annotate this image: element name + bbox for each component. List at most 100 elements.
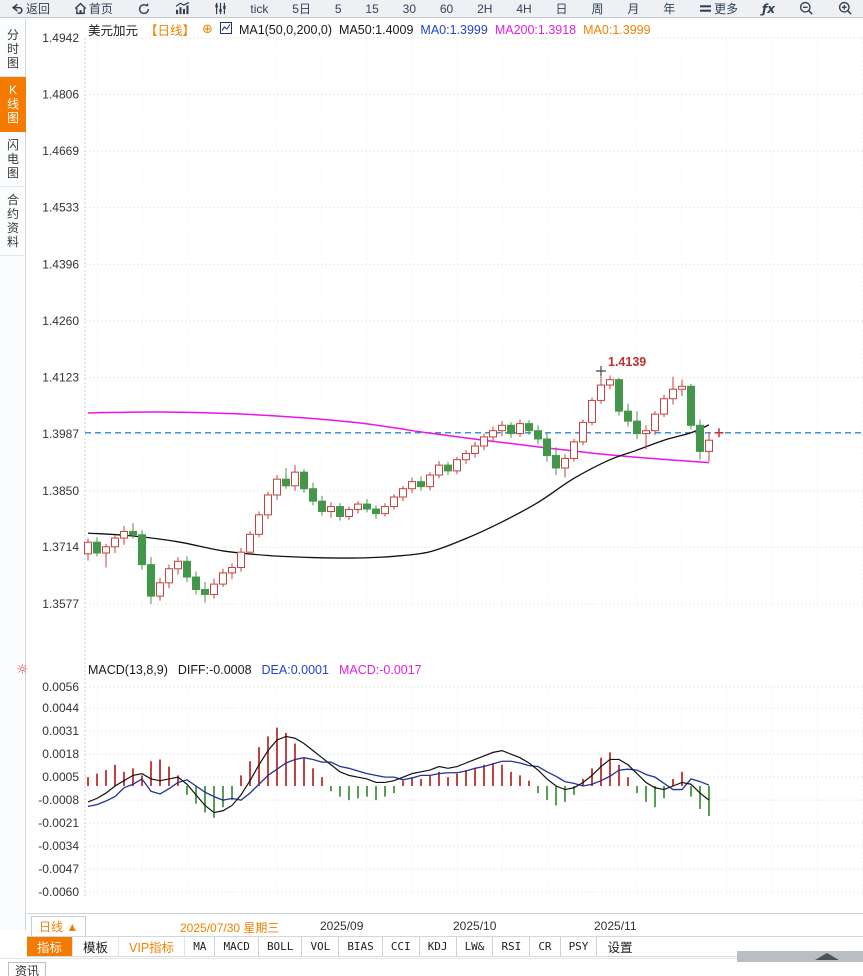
- macd-diff-value: DIFF:-0.0008: [177, 663, 252, 677]
- toolbar-period-month-button[interactable]: 月: [627, 0, 639, 18]
- toolbar-refresh-icon[interactable]: [137, 0, 151, 18]
- toolbar-label: 月: [627, 2, 640, 16]
- toolbar-period-tick-button[interactable]: tick: [250, 0, 268, 18]
- macd-panel: [87, 727, 710, 818]
- svg-text:1.4139: 1.4139: [608, 355, 646, 369]
- svg-text:0.0005: 0.0005: [42, 770, 79, 784]
- sidebar: 分时图 K线图闪电图合约资料: [0, 19, 26, 930]
- bottom-tab-VIP指标[interactable]: VIP指标: [119, 937, 186, 956]
- toolbar-more-button[interactable]: 更多: [699, 0, 738, 18]
- macd-dea-value: DEA:0.0001: [261, 663, 329, 677]
- indicator-button-cci[interactable]: CCI: [383, 937, 420, 956]
- sidebar-tab-label: K线图: [6, 83, 19, 125]
- svg-text:0.0044: 0.0044: [42, 701, 79, 715]
- toolbar-label: 5日: [292, 2, 311, 16]
- bottom-tab-模板[interactable]: 模板: [73, 937, 120, 956]
- indicator-button-psy[interactable]: PSY: [561, 937, 598, 956]
- toolbar-label: 5: [334, 1, 342, 16]
- toolbar-label: 年: [663, 2, 676, 16]
- ma200-value: MA200:1.3918: [494, 22, 577, 37]
- toolbar-chart-settings-icon[interactable]: [214, 0, 227, 18]
- high-annotation: 1.4139: [596, 355, 646, 376]
- macd-settings-icon[interactable]: ☼: [16, 662, 29, 678]
- svg-text:1.4123: 1.4123: [42, 371, 79, 385]
- macd-macd-value: MACD:-0.0017: [338, 663, 422, 677]
- indicator-button-macd[interactable]: MACD: [215, 937, 259, 956]
- period-selector-button[interactable]: 日线 ▲: [31, 916, 87, 937]
- settings-button[interactable]: 设置: [607, 941, 633, 955]
- x-axis-date-label: 2025/10: [453, 919, 497, 933]
- candles: [84, 370, 713, 604]
- toolbar-label: 2H: [477, 1, 493, 16]
- kline-icon: [219, 22, 232, 37]
- svg-text:1.4533: 1.4533: [42, 201, 79, 215]
- sidebar-tab-分时图[interactable]: 分时图: [0, 22, 26, 77]
- indicator-button-boll[interactable]: BOLL: [259, 937, 303, 956]
- toolbar-zoom-out-icon[interactable]: [799, 0, 814, 18]
- svg-text:0.0056: 0.0056: [42, 680, 79, 694]
- toolbar-formula-icon[interactable]: ƒx: [762, 1, 775, 16]
- svg-text:-0.0047: -0.0047: [38, 862, 79, 876]
- toolbar-zoom-in-icon[interactable]: [838, 0, 853, 18]
- svg-text:1.4260: 1.4260: [42, 314, 79, 328]
- toolbar-period-year-button[interactable]: 年: [663, 0, 675, 18]
- toolbar-period-day-button[interactable]: 日: [556, 0, 568, 18]
- svg-text:0.0031: 0.0031: [42, 724, 79, 738]
- bottom-toolbar: 指标 模板 VIP指标 MA MACD BOLL VOL BIAS CCI KDJ LW& RSI CR…: [27, 936, 863, 957]
- macd-title[interactable]: MACD(13,8,9): [88, 663, 168, 677]
- toolbar-home-button[interactable]: 首页: [74, 0, 113, 18]
- indicator-button-kdj[interactable]: KDJ: [420, 937, 457, 956]
- ma0-orange-value: MA0:1.3999: [583, 22, 651, 37]
- top-toolbar: 返回 首页 tick 5日 5 15 30 60 2H 4H 日 周 月 年 更多 ƒx: [0, 0, 863, 18]
- toolbar-period-2h-button[interactable]: 2H: [477, 0, 492, 18]
- x-axis-date-label: 2025/11: [594, 919, 637, 933]
- sidebar-tab-label: 合约资料: [6, 193, 19, 249]
- svg-text:1.4669: 1.4669: [42, 144, 79, 158]
- svg-text:0.0018: 0.0018: [42, 747, 79, 761]
- ma200-line: [87, 411, 710, 464]
- indicator-button-ma[interactable]: MA: [185, 937, 216, 956]
- sidebar-tab-K线图[interactable]: K线图: [0, 77, 26, 132]
- svg-text:1.3577: 1.3577: [42, 597, 79, 611]
- svg-text:-0.0021: -0.0021: [38, 816, 79, 830]
- toolbar-label: 更多: [714, 2, 739, 16]
- sidebar-tab-闪电图[interactable]: 闪电图: [0, 132, 26, 187]
- news-tab[interactable]: 资讯: [8, 962, 46, 976]
- bottom-bar: 资讯: [0, 958, 863, 976]
- toolbar-back-button[interactable]: 返回: [10, 0, 50, 18]
- sidebar-tab-label: 分时图: [6, 28, 19, 70]
- panel-resize-strip[interactable]: [737, 951, 863, 962]
- ma50-line: [87, 424, 710, 559]
- toolbar-period-5d-button[interactable]: 5日: [292, 0, 311, 18]
- indicator-button-rsi[interactable]: RSI: [493, 937, 531, 956]
- sidebar-tab-label: 闪电图: [6, 138, 19, 180]
- add-favorite-icon[interactable]: ⊕: [202, 22, 213, 37]
- sidebar-tab-合约资料[interactable]: 合约资料: [0, 187, 26, 256]
- bottom-tab-指标[interactable]: 指标: [27, 937, 74, 956]
- toolbar-period-60-button[interactable]: 60: [440, 0, 453, 18]
- toolbar-period-week-button[interactable]: 周: [591, 0, 603, 18]
- ma-settings[interactable]: MA1(50,0,200,0): [238, 22, 333, 37]
- svg-text:1.4806: 1.4806: [42, 87, 79, 101]
- toolbar-bar-chart-icon[interactable]: [175, 0, 190, 18]
- last-price-marker: [714, 428, 724, 438]
- x-axis-date-label: 2025/09: [320, 919, 364, 933]
- indicator-button-bias[interactable]: BIAS: [339, 937, 383, 956]
- macd-header: MACD(13,8,9) DIFF:-0.0008 DEA:0.0001 MAC…: [88, 663, 422, 677]
- toolbar-label: 15: [365, 1, 379, 16]
- expand-up-icon[interactable]: [815, 953, 839, 960]
- toolbar-period-4h-button[interactable]: 4H: [516, 0, 531, 18]
- toolbar-period-30-button[interactable]: 30: [403, 0, 416, 18]
- indicator-button-vol[interactable]: VOL: [302, 937, 340, 956]
- indicator-button-lw&[interactable]: LW&: [457, 937, 494, 956]
- toolbar-label: 首页: [88, 2, 113, 16]
- toolbar-period-15-button[interactable]: 15: [365, 0, 378, 18]
- toolbar-label: tick: [250, 1, 269, 16]
- xaxis-row: 日线 ▲ 2025/07/30 星期三 2025/09 2025/10 2025/11: [27, 913, 863, 937]
- period-label: 【日线】: [145, 24, 196, 38]
- toolbar-label: 4H: [516, 1, 532, 16]
- toolbar-period-5-button[interactable]: 5: [335, 0, 342, 18]
- indicator-button-cr[interactable]: CR: [530, 937, 561, 956]
